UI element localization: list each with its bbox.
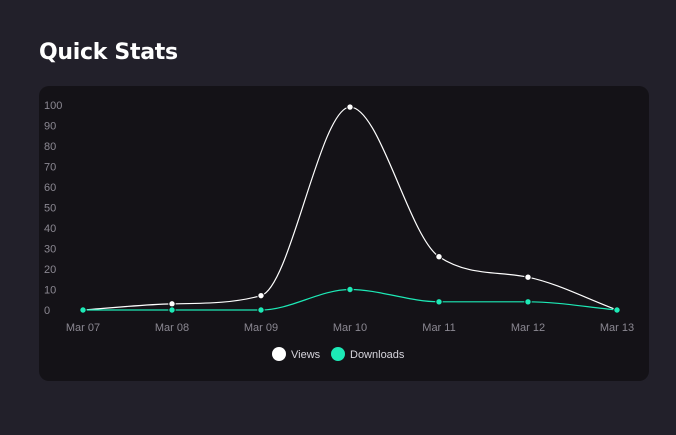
y-tick-label: 10 [44,285,56,297]
downloads-point[interactable] [524,298,532,306]
y-tick-label: 100 [44,100,62,112]
views-line [82,106,618,311]
legend-item-downloads[interactable]: Downloads [331,347,405,361]
downloads-point[interactable] [346,285,354,294]
downloads-point[interactable] [257,306,265,314]
x-tick-label: Mar 08 [155,322,189,334]
views-point[interactable] [257,291,265,300]
y-axis: 0 10 20 30 40 50 60 70 80 90 100 [44,100,62,317]
x-axis: Mar 07 Mar 08 Mar 09 Mar 10 Mar 11 Mar 12 Mar … [66,322,634,334]
downloads-point[interactable] [168,306,176,314]
series-points [79,103,621,314]
y-tick-label: 70 [44,162,56,174]
downloads-point[interactable] [435,298,443,306]
page-title: Quick Stats [39,40,178,65]
downloads-point[interactable] [79,306,87,314]
y-tick-label: 20 [44,264,56,276]
y-tick-label: 90 [44,121,56,133]
x-tick-label: Mar 11 [422,322,455,334]
x-tick-label: Mar 12 [511,322,545,334]
series-lines [82,106,618,311]
views-point[interactable] [346,103,354,111]
y-tick-label: 30 [44,244,56,256]
chart-legend: Views Downloads [272,347,405,361]
downloads-point[interactable] [613,306,621,314]
legend-marker [272,347,286,361]
y-tick-label: 80 [44,141,56,153]
y-tick-label: 0 [44,305,50,317]
chart-card: 0 10 20 30 40 50 60 70 80 90 100 Mar 07 Mar 08 Mar 0… [39,86,649,381]
x-tick-label: Mar 09 [244,322,278,334]
y-tick-label: 50 [44,203,56,215]
views-point[interactable] [435,253,443,261]
legend-label: Downloads [350,349,405,361]
legend-item-views[interactable]: Views [272,347,321,361]
legend-label: Views [291,349,321,361]
y-tick-label: 60 [44,182,56,194]
x-tick-label: Mar 07 [66,322,100,334]
legend-marker [331,347,345,361]
views-point[interactable] [524,273,532,281]
views-point[interactable] [168,300,176,308]
x-tick-label: Mar 13 [600,322,634,334]
x-tick-label: Mar 10 [333,322,367,334]
y-tick-label: 40 [44,223,56,235]
